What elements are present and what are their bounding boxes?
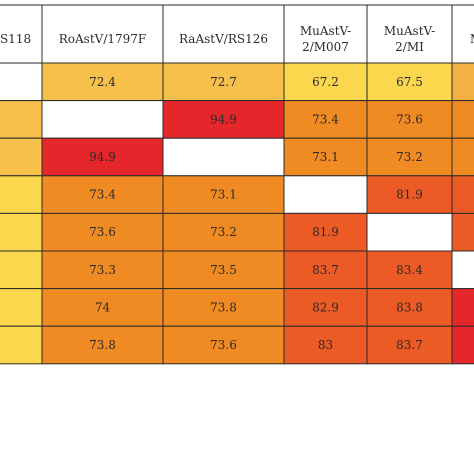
heatmap-cell	[283, 288, 368, 327]
heatmap-cell	[162, 288, 285, 327]
cell-value-label: 81.9	[312, 225, 339, 239]
cell-value-label: 73.1	[312, 150, 339, 164]
heatmap-cell	[41, 100, 164, 139]
heatmap-cell	[366, 288, 453, 327]
heatmap-cell	[283, 250, 368, 290]
header-cell	[41, 4, 164, 64]
heatmap-cell	[366, 250, 453, 290]
heatmap-cell	[283, 62, 368, 102]
heatmap-cell	[366, 175, 453, 214]
column-header-label: 2/M007	[302, 40, 349, 54]
heatmap-cell	[0, 100, 43, 139]
heatmap-cell	[162, 137, 285, 177]
heatmap-cell	[0, 212, 43, 252]
cell-value-label: 73.8	[89, 338, 116, 352]
column-header-label: RoAstV/1797F	[59, 32, 146, 46]
heatmap-cell	[41, 212, 164, 252]
cell-value-label: 83.7	[396, 338, 423, 352]
heatmap-cell	[41, 250, 164, 290]
heatmap-cell	[162, 62, 285, 102]
column-header-label: MuAstV-	[384, 24, 435, 38]
cell-value-label: 94.9	[89, 150, 116, 164]
heatmap-cell	[41, 325, 164, 365]
heatmap-cell	[0, 175, 43, 214]
cell-value-label: 72.7	[210, 75, 237, 89]
heatmap-cell	[0, 250, 43, 290]
cell-value-label: 94.9	[210, 112, 237, 126]
heatmap-cell	[0, 62, 43, 102]
heatmap-cell	[283, 175, 368, 214]
heatmap-cell	[451, 325, 474, 365]
column-header-label: RaAstV/RS126	[179, 32, 268, 46]
cell-value-label: 73.6	[89, 225, 116, 239]
heatmap-cell	[451, 250, 474, 290]
cell-value-label: 74	[95, 300, 111, 314]
cell-value-label: 67.5	[396, 75, 423, 89]
column-header-label: 2/MI	[395, 40, 424, 54]
heatmap-cell	[41, 62, 164, 102]
heatmap-cell	[283, 137, 368, 177]
heatmap-cell	[451, 137, 474, 177]
cell-value-label: 73.4	[312, 112, 339, 126]
column-header-label: MuAstV-	[300, 24, 351, 38]
cell-value-label: 82.9	[312, 300, 339, 314]
column-header-label: RS118	[0, 32, 31, 46]
heatmap-cell	[162, 325, 285, 365]
heatmap-cell	[0, 288, 43, 327]
cell-value-label: 83	[318, 338, 333, 352]
heatmap-cell	[366, 100, 453, 139]
cell-value-label: 73.8	[210, 300, 237, 314]
cell-value-label: 81.9	[396, 188, 423, 202]
cell-value-label: 72.4	[89, 75, 116, 89]
heatmap-cell	[451, 212, 474, 252]
heatmap-cell	[366, 62, 453, 102]
heatmap-cell	[283, 100, 368, 139]
cell-value-label: 83.8	[396, 300, 423, 314]
cell-value-label: 73.6	[210, 338, 237, 352]
cell-value-label: 73.6	[396, 112, 423, 126]
cell-value-label: 67.2	[312, 75, 339, 89]
cell-value-label: 73.2	[210, 225, 237, 239]
heatmap-cell	[451, 175, 474, 214]
cell-value-label: 73.5	[210, 263, 237, 277]
header-cell	[283, 4, 368, 64]
cell-value-label: 73.1	[210, 188, 237, 202]
heatmap-cell	[0, 325, 43, 365]
heatmap-cell	[366, 325, 453, 365]
header-cell	[451, 4, 474, 64]
cell-value-label: 73.3	[89, 263, 116, 277]
heatmap-cell	[451, 100, 474, 139]
heatmap-cell	[41, 137, 164, 177]
heatmap-cell	[366, 137, 453, 177]
heatmap-cell	[283, 325, 368, 365]
cell-value-label: 83.4	[396, 263, 423, 277]
cell-value-label: 73.2	[396, 150, 423, 164]
heatmap-cell	[366, 212, 453, 252]
header-cell	[366, 4, 453, 64]
heatmap-cell	[0, 137, 43, 177]
heatmap-cell	[451, 62, 474, 102]
cell-value-label: 83.7	[312, 263, 339, 277]
column-header-label: M	[470, 32, 474, 46]
cell-value-label: 73.4	[89, 188, 116, 202]
heatmap-cell	[451, 288, 474, 327]
